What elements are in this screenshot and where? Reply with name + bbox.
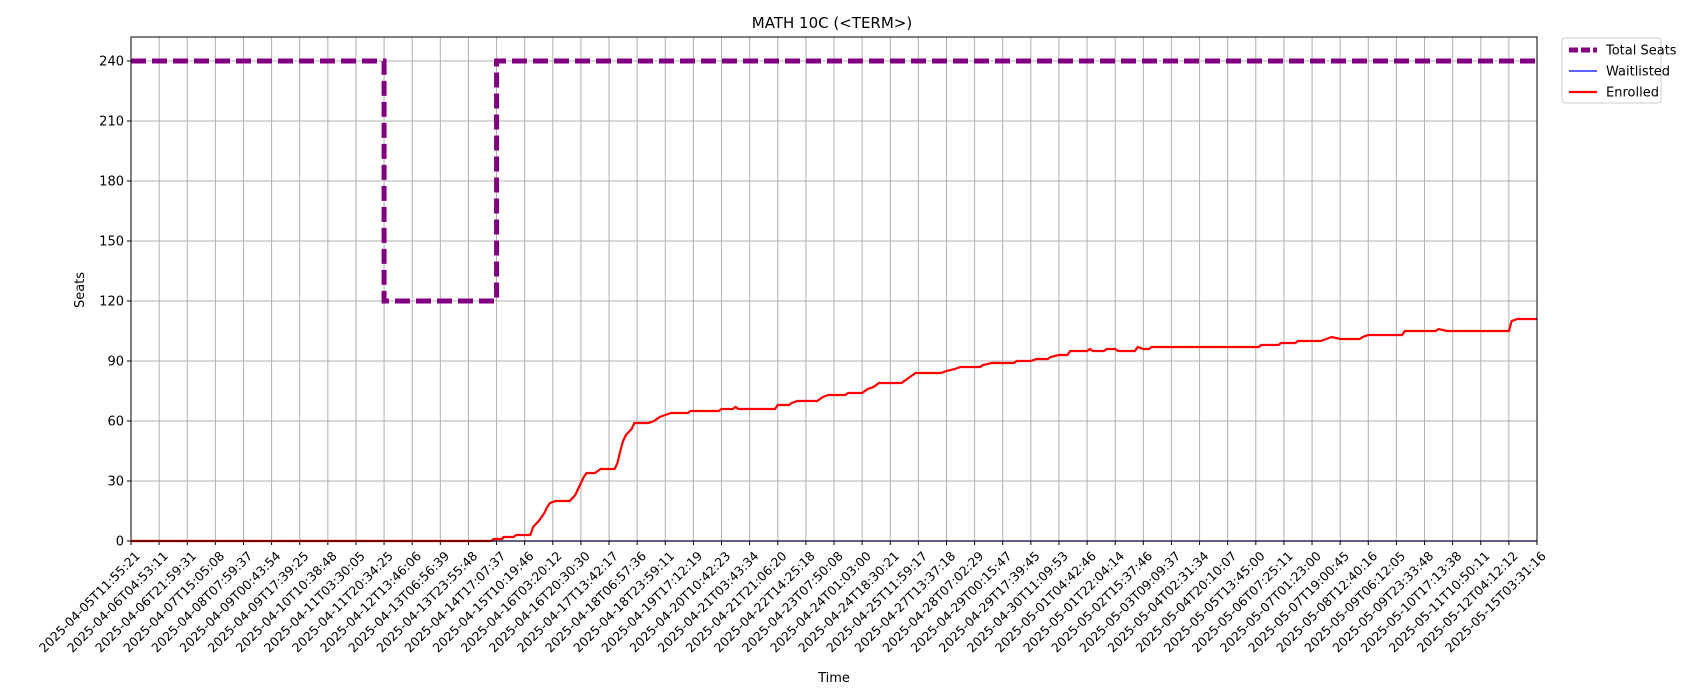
y-ticks: 0 30 60 90 120 150 180 210 240 — [99, 55, 131, 550]
y-tick-label: 0 — [116, 535, 124, 550]
legend: Total Seats Waitlisted Enrolled — [1561, 37, 1677, 104]
y-tick-label: 120 — [99, 295, 124, 310]
legend-label: Enrolled — [1606, 86, 1659, 101]
y-axis-label: Seats — [73, 272, 88, 308]
y-tick-label: 30 — [107, 475, 124, 490]
y-tick-label: 150 — [99, 235, 124, 250]
y-tick-label: 210 — [99, 115, 124, 130]
x-ticks: 2025-04-05T11:55:212025-04-06T04:53:1120… — [36, 541, 1549, 655]
legend-label: Total Seats — [1605, 44, 1677, 59]
legend-box — [1561, 37, 1662, 104]
x-axis-label: Time — [817, 671, 850, 686]
y-tick-label: 60 — [107, 415, 124, 430]
grid-layer — [130, 37, 1538, 542]
y-tick-label: 90 — [107, 355, 124, 370]
y-tick-label: 240 — [99, 55, 124, 70]
legend-label: Waitlisted — [1606, 65, 1670, 80]
y-tick-label: 180 — [99, 175, 124, 190]
series-line-total-seats — [131, 58, 1537, 304]
series-line-enrolled — [131, 317, 1537, 543]
chart-title: MATH 10C (<TERM>) — [752, 14, 912, 32]
